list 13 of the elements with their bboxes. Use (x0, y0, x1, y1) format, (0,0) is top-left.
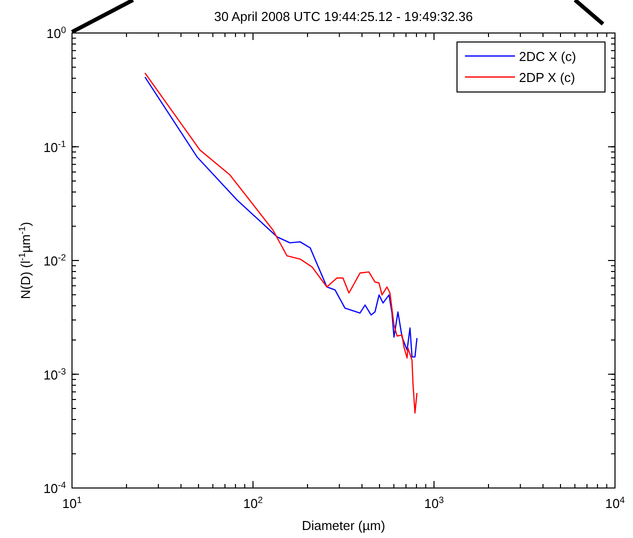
legend-label: 2DC X (c) (519, 49, 576, 64)
chart-title: 30 April 2008 UTC 19:44:25.12 - 19:49:32.36 (214, 9, 473, 24)
legend-label: 2DP X (c) (519, 70, 576, 85)
x-tick-label: 10$^{4}$ (605, 495, 625, 511)
x-tick-label: 10$^{2}$ (243, 495, 263, 511)
y-tick-label: 10$^{-1}$ (43, 138, 66, 155)
y-tick-label: 10$^{-4}$ (43, 480, 66, 496)
x-axis-title: Diameter (µm) (302, 518, 386, 533)
y-tick-label: 10$^{0}$ (46, 25, 66, 41)
y-tick-label: 10$^{-2}$ (43, 252, 66, 268)
x-tick-label: 10$^{1}$ (62, 495, 82, 511)
x-tick-label: 10$^{3}$ (424, 495, 444, 511)
y-tick-label: 10$^{-3}$ (43, 366, 66, 382)
